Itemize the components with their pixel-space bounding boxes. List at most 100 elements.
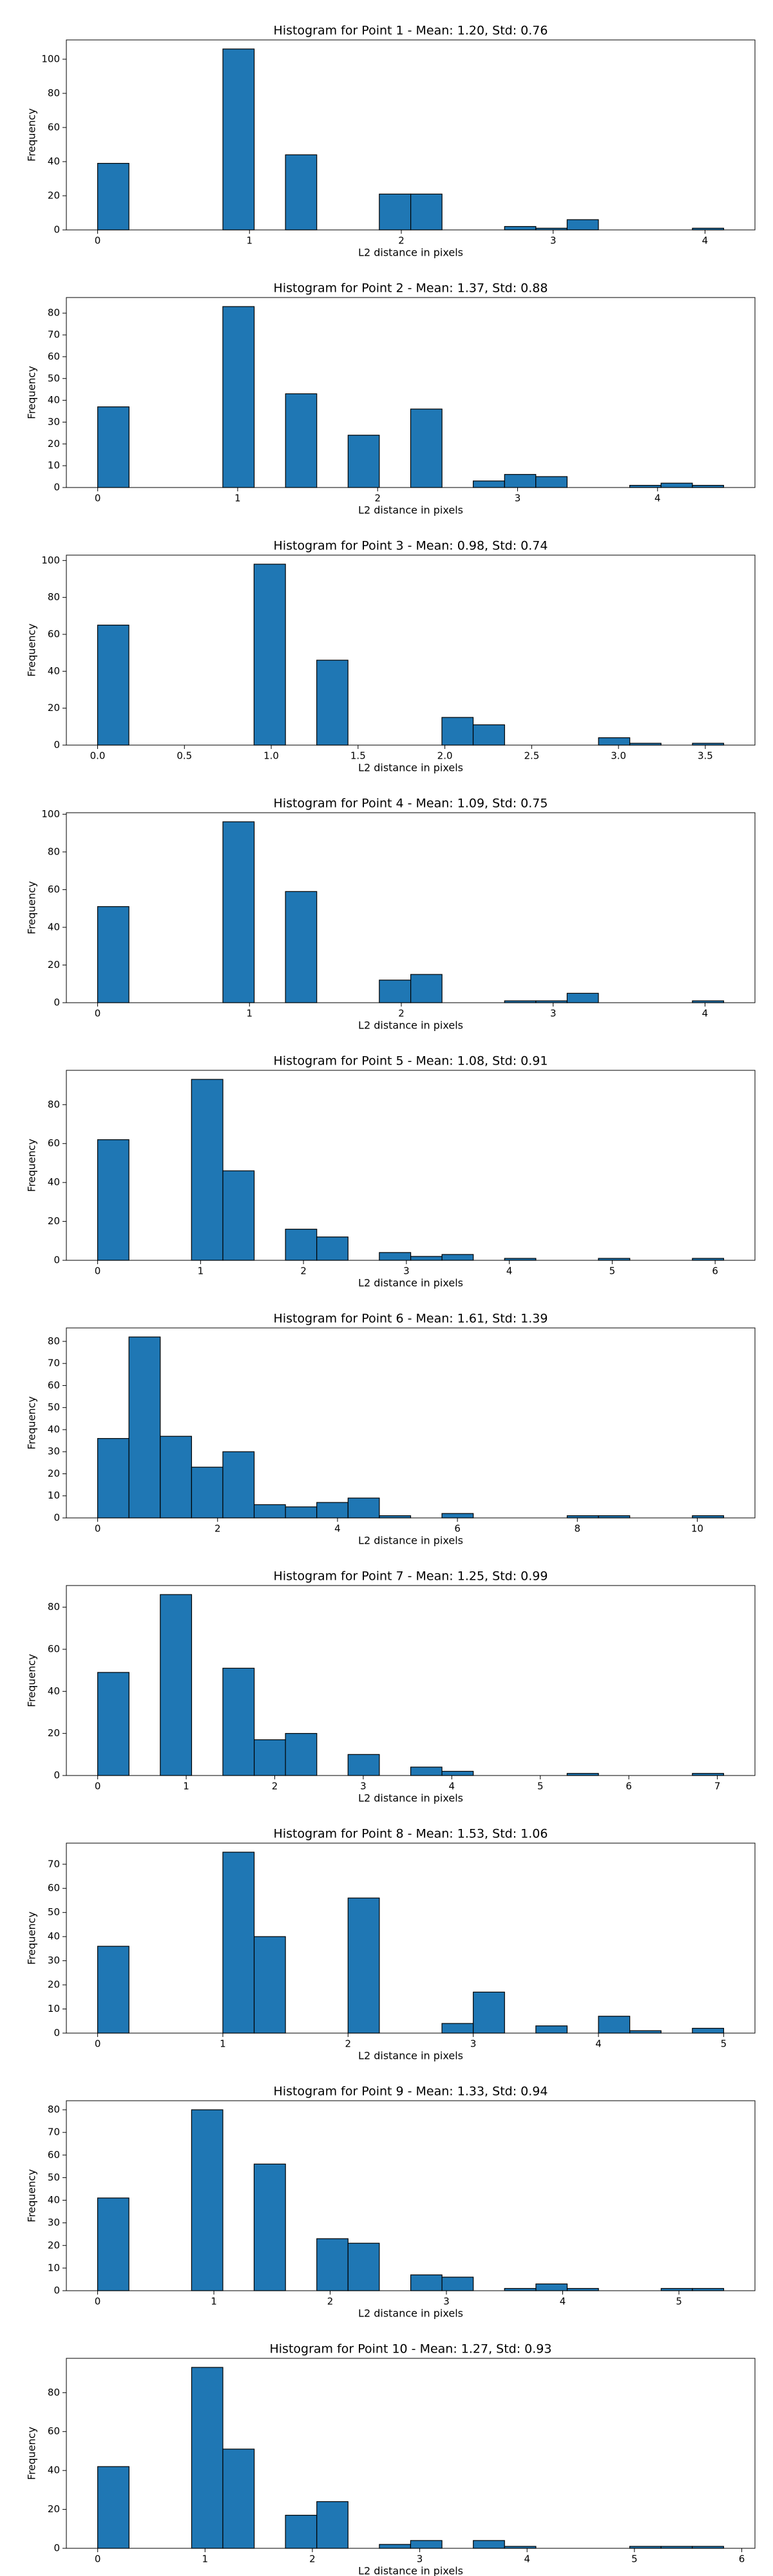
x-tick-label: 1.5	[350, 750, 366, 762]
plot-frame	[66, 554, 756, 746]
x-tick-label: 4	[334, 1523, 341, 1535]
y-tick-label: 40	[48, 1423, 60, 1435]
x-axis-label: L2 distance in pixels	[358, 504, 463, 516]
y-tick-label: 20	[48, 2239, 60, 2251]
y-tick-label: 0	[53, 1770, 60, 1781]
x-axis-label: L2 distance in pixels	[358, 2307, 463, 2320]
bar	[191, 1079, 224, 1261]
bar	[379, 2544, 412, 2549]
x-tick-label: 5	[676, 2296, 682, 2307]
y-tick-label: 0	[53, 2027, 60, 2039]
x-tick-label: 7	[714, 1781, 721, 1792]
bar	[97, 1946, 129, 2034]
x-tick-label: 4	[595, 2038, 602, 2050]
y-axis-label: Frequency	[26, 623, 38, 677]
bar	[285, 1733, 318, 1776]
x-tick-label: 3	[515, 493, 521, 504]
chart-title: Histogram for Point 2 - Mean: 1.37, Std:…	[274, 281, 548, 296]
plot-frame	[66, 2358, 756, 2549]
chart-title: Histogram for Point 9 - Mean: 1.33, Std:…	[274, 2085, 548, 2099]
bar	[97, 625, 129, 746]
bar	[97, 2197, 129, 2291]
x-tick-label: 1	[247, 235, 253, 247]
bar	[285, 393, 318, 488]
plot-frame	[66, 39, 756, 231]
y-tick-label: 60	[48, 2149, 60, 2161]
y-tick-label: 80	[48, 1099, 60, 1110]
bar	[598, 2016, 631, 2034]
x-tick-label: 2	[272, 1781, 278, 1792]
y-axis-label: Frequency	[26, 2169, 38, 2222]
bar	[222, 1451, 255, 1519]
x-tick-label: 1	[220, 2038, 226, 2050]
subplot: Histogram for Point 6 - Mean: 1.61, Std:…	[26, 1312, 756, 1547]
x-axis-label: L2 distance in pixels	[358, 247, 463, 259]
x-tick-label: 5	[721, 2038, 727, 2050]
bar	[222, 1852, 255, 2034]
y-tick-label: 80	[48, 846, 60, 857]
bar	[410, 1256, 443, 1261]
bar	[97, 163, 129, 231]
bar	[253, 1936, 286, 2034]
bar	[160, 1594, 193, 1776]
bar	[97, 1139, 129, 1261]
x-tick-label: 5	[537, 1781, 544, 1792]
bar	[254, 1739, 286, 1776]
y-tick-label: 10	[48, 2262, 60, 2273]
x-tick-label: 2	[327, 2296, 334, 2307]
y-tick-label: 0	[53, 482, 60, 493]
subplot: Histogram for Point 3 - Mean: 0.98, Std:…	[26, 539, 756, 774]
bar	[441, 1254, 474, 1261]
y-tick-label: 30	[48, 1446, 60, 1457]
bar	[97, 406, 129, 488]
bar	[692, 1515, 725, 1519]
subplot: Histogram for Point 4 - Mean: 1.09, Std:…	[26, 797, 756, 1032]
y-tick-label: 80	[48, 2104, 60, 2116]
y-tick-label: 80	[48, 1335, 60, 1347]
x-tick-label: 3	[470, 2038, 477, 2050]
bar	[410, 408, 443, 488]
x-tick-label: 10	[691, 1523, 703, 1535]
y-tick-label: 40	[48, 155, 60, 167]
bar	[316, 2501, 348, 2549]
x-tick-label: 1.0	[263, 750, 279, 762]
y-tick-label: 0	[53, 2543, 60, 2554]
bar	[347, 2242, 380, 2291]
x-tick-label: 0	[95, 1265, 101, 1277]
y-tick-label: 70	[48, 1858, 60, 1870]
y-axis-label: Frequency	[26, 108, 38, 162]
y-tick-label: 0	[53, 1512, 60, 1524]
y-tick-label: 10	[48, 460, 60, 471]
bar	[285, 1229, 318, 1261]
chart-title: Histogram for Point 5 - Mean: 1.08, Std:…	[274, 1054, 548, 1068]
y-tick-label: 60	[48, 1643, 60, 1654]
bar	[285, 154, 318, 231]
y-tick-label: 60	[48, 1379, 60, 1391]
bar	[504, 474, 537, 488]
y-tick-label: 0	[53, 739, 60, 751]
bar	[160, 1435, 192, 1519]
plot-frame	[66, 297, 756, 488]
y-axis-label: Frequency	[26, 366, 38, 419]
bar	[410, 2274, 443, 2291]
x-tick-label: 3.0	[611, 750, 626, 762]
y-tick-label: 60	[48, 884, 60, 895]
bar	[410, 2540, 443, 2549]
bar	[473, 2540, 505, 2549]
x-tick-label: 3.5	[698, 750, 713, 762]
x-tick-label: 0	[95, 1781, 101, 1792]
bar	[504, 226, 537, 231]
y-tick-label: 70	[48, 329, 60, 341]
chart-title: Histogram for Point 4 - Mean: 1.09, Std:…	[274, 797, 548, 811]
bar	[253, 564, 286, 746]
y-axis-label: Frequency	[26, 1911, 38, 1965]
bar	[97, 906, 129, 1003]
y-tick-label: 100	[41, 554, 60, 566]
y-tick-label: 20	[48, 1468, 60, 1479]
y-tick-label: 20	[48, 2503, 60, 2515]
bar	[128, 1336, 161, 1519]
x-tick-label: 3	[550, 1008, 557, 1019]
y-tick-label: 30	[48, 2217, 60, 2228]
bar	[410, 974, 443, 1003]
